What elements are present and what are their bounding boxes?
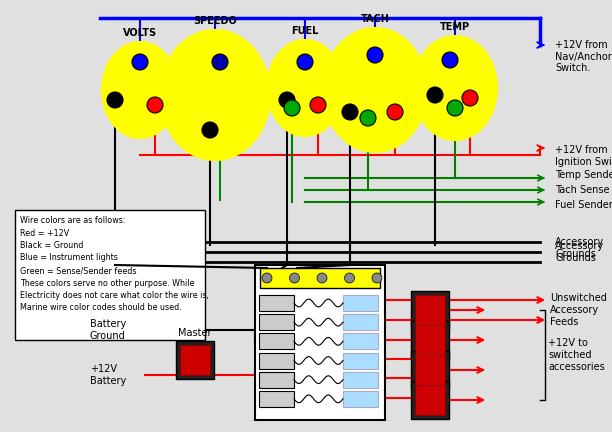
Text: FUEL: FUEL xyxy=(291,26,319,36)
FancyBboxPatch shape xyxy=(260,268,380,288)
Ellipse shape xyxy=(413,36,497,140)
Circle shape xyxy=(447,100,463,116)
Text: Temp Sender: Temp Sender xyxy=(555,170,612,180)
FancyBboxPatch shape xyxy=(259,314,294,330)
FancyBboxPatch shape xyxy=(415,325,445,355)
Circle shape xyxy=(442,52,458,68)
Text: TACH: TACH xyxy=(360,14,389,24)
Circle shape xyxy=(462,90,478,106)
FancyBboxPatch shape xyxy=(259,391,294,407)
Text: Accessory
Grounds: Accessory Grounds xyxy=(555,241,604,263)
Text: +12V from
Ignition Switch: +12V from Ignition Switch xyxy=(555,145,612,167)
FancyBboxPatch shape xyxy=(259,295,294,311)
FancyBboxPatch shape xyxy=(343,391,378,407)
Circle shape xyxy=(387,104,403,120)
Circle shape xyxy=(284,100,300,116)
FancyBboxPatch shape xyxy=(411,321,449,359)
FancyBboxPatch shape xyxy=(415,355,445,385)
Ellipse shape xyxy=(160,30,270,160)
Text: Master: Master xyxy=(178,328,212,338)
FancyBboxPatch shape xyxy=(411,381,449,419)
Text: TEMP: TEMP xyxy=(440,22,470,32)
Circle shape xyxy=(132,54,148,70)
Text: +12V from
Nav/Anchor
Switch.: +12V from Nav/Anchor Switch. xyxy=(555,40,612,73)
Circle shape xyxy=(310,97,326,113)
Text: Accessory
Grounds: Accessory Grounds xyxy=(555,237,604,259)
Circle shape xyxy=(107,92,123,108)
Ellipse shape xyxy=(267,40,343,136)
FancyBboxPatch shape xyxy=(343,334,378,349)
Circle shape xyxy=(367,47,383,63)
FancyBboxPatch shape xyxy=(343,314,378,330)
Circle shape xyxy=(212,54,228,70)
FancyBboxPatch shape xyxy=(411,291,449,329)
Text: +12V to
switched
accessories: +12V to switched accessories xyxy=(548,338,605,372)
FancyBboxPatch shape xyxy=(180,345,210,375)
FancyBboxPatch shape xyxy=(259,334,294,349)
FancyBboxPatch shape xyxy=(343,353,378,368)
FancyBboxPatch shape xyxy=(415,385,445,415)
Ellipse shape xyxy=(102,42,178,138)
Circle shape xyxy=(317,273,327,283)
Text: VOLTS: VOLTS xyxy=(123,28,157,38)
Text: SPEEDO: SPEEDO xyxy=(193,16,237,26)
Circle shape xyxy=(289,273,299,283)
Circle shape xyxy=(279,92,295,108)
Text: Tach Sense: Tach Sense xyxy=(555,185,610,195)
FancyBboxPatch shape xyxy=(411,351,449,389)
Circle shape xyxy=(342,104,358,120)
FancyBboxPatch shape xyxy=(176,341,214,379)
Text: +12V
Battery: +12V Battery xyxy=(90,364,126,386)
FancyBboxPatch shape xyxy=(343,295,378,311)
FancyBboxPatch shape xyxy=(259,372,294,388)
Text: Fuel Sender: Fuel Sender xyxy=(555,200,612,210)
Text: Wire colors are as follows:
Red = +12V
Black = Ground
Blue = Instrument lights
G: Wire colors are as follows: Red = +12V B… xyxy=(20,216,209,312)
Circle shape xyxy=(360,110,376,126)
Circle shape xyxy=(427,87,443,103)
Circle shape xyxy=(372,273,382,283)
FancyBboxPatch shape xyxy=(259,353,294,368)
Ellipse shape xyxy=(323,28,427,152)
Circle shape xyxy=(345,273,354,283)
FancyBboxPatch shape xyxy=(15,210,205,340)
Circle shape xyxy=(202,122,218,138)
Circle shape xyxy=(297,54,313,70)
FancyBboxPatch shape xyxy=(343,372,378,388)
Circle shape xyxy=(262,273,272,283)
Circle shape xyxy=(147,97,163,113)
FancyBboxPatch shape xyxy=(415,295,445,325)
Text: Unswitched
Accessory
Feeds: Unswitched Accessory Feeds xyxy=(550,293,607,327)
FancyBboxPatch shape xyxy=(255,265,385,420)
Text: Battery
Ground: Battery Ground xyxy=(90,319,126,341)
